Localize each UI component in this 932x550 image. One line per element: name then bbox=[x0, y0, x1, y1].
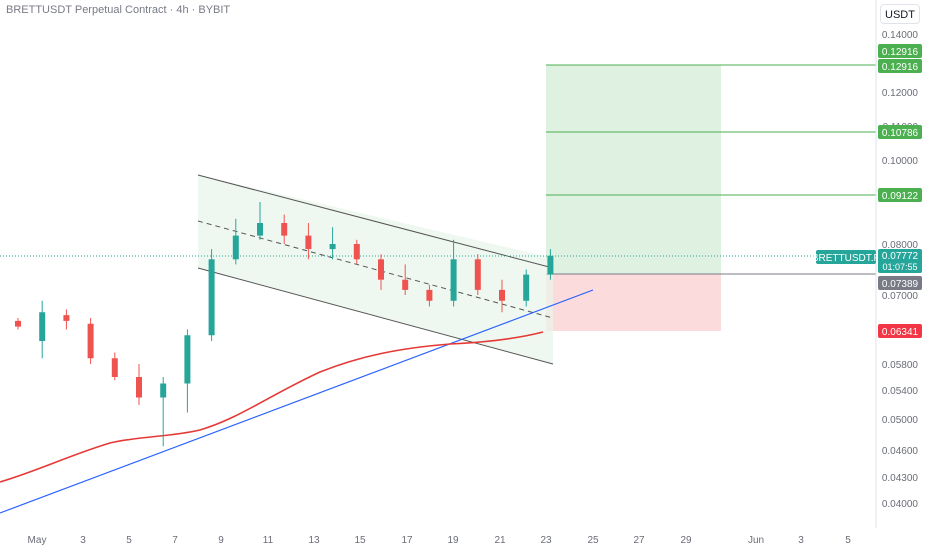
price-label-target: 0.10786 bbox=[878, 125, 922, 139]
x-tick-label: 23 bbox=[540, 535, 552, 546]
candle bbox=[426, 284, 433, 307]
candle bbox=[111, 352, 118, 381]
x-tick-label: 17 bbox=[401, 535, 413, 546]
channel-upper bbox=[197, 174, 554, 269]
candle bbox=[402, 264, 409, 295]
candle bbox=[378, 254, 384, 290]
x-tick-label: 3 bbox=[798, 535, 804, 546]
chart-title: BRETTUSDT Perpetual Contract · 4h · BYBI… bbox=[6, 4, 231, 16]
price-label-text: 0.09122 bbox=[882, 191, 919, 202]
candles-group bbox=[15, 202, 554, 447]
y-tick-label: 0.05400 bbox=[882, 386, 919, 397]
y-tick-label: 0.12000 bbox=[882, 88, 919, 99]
candle bbox=[547, 249, 554, 280]
y-tick-label: 0.05800 bbox=[882, 360, 919, 371]
channel-mid bbox=[197, 220, 554, 319]
candle bbox=[63, 309, 70, 330]
y-tick-label: 0.08000 bbox=[882, 240, 919, 251]
x-tick-label: 21 bbox=[494, 535, 506, 546]
candle bbox=[305, 223, 312, 260]
symbol-tag-bg bbox=[816, 250, 876, 264]
candle bbox=[136, 364, 142, 405]
x-tick-label: 27 bbox=[633, 535, 645, 546]
price-label-target: 0.12916 bbox=[878, 44, 922, 58]
candle bbox=[87, 318, 94, 364]
y-tick-label: 0.04300 bbox=[882, 473, 919, 484]
x-tick-label: 29 bbox=[680, 535, 692, 546]
candle bbox=[160, 377, 167, 447]
x-tick-label: 5 bbox=[126, 535, 132, 546]
price-label-text: 0.12916 bbox=[882, 62, 919, 73]
y-tick-label: 0.04000 bbox=[882, 499, 919, 510]
candle bbox=[353, 239, 360, 265]
x-tick-label: 5 bbox=[845, 535, 851, 546]
trendline bbox=[0, 289, 594, 514]
candle bbox=[329, 227, 336, 260]
candle bbox=[450, 239, 457, 307]
candle bbox=[208, 249, 215, 341]
last-price-bg bbox=[878, 249, 922, 273]
y-tick-label: 0.14000 bbox=[882, 30, 919, 41]
channel-lower bbox=[197, 267, 554, 365]
price-label-target: 0.12916 bbox=[878, 59, 922, 73]
x-tick-label: 25 bbox=[587, 535, 599, 546]
y-tick-label: 0.07000 bbox=[882, 291, 919, 302]
x-tick-label: 13 bbox=[308, 535, 320, 546]
candle bbox=[232, 218, 239, 265]
x-axis: May 3 5 7 9 11 13 15 17 19 21 23 25 27 29 Jun 3 5 bbox=[28, 535, 852, 546]
x-tick-label: 9 bbox=[218, 535, 224, 546]
x-tick-label: 11 bbox=[263, 535, 274, 546]
price-label-text: 0.10786 bbox=[882, 128, 919, 139]
candle bbox=[39, 300, 46, 359]
price-label-text: 0.07389 bbox=[882, 279, 919, 290]
profit-zone bbox=[546, 65, 721, 274]
y-tick-label: 0.10000 bbox=[882, 156, 919, 167]
candle bbox=[184, 329, 191, 413]
countdown-text: 01:07:55 bbox=[882, 262, 917, 272]
x-tick-label: 3 bbox=[80, 535, 86, 546]
candle bbox=[15, 318, 21, 330]
unit-button[interactable]: USDT bbox=[880, 4, 920, 24]
x-tick-label: Jun bbox=[748, 535, 764, 546]
x-tick-label: 19 bbox=[447, 535, 459, 546]
candle bbox=[281, 214, 288, 244]
x-tick-label: 7 bbox=[172, 535, 178, 546]
y-tick-label: 0.04600 bbox=[882, 446, 919, 457]
price-label-text: 0.12916 bbox=[882, 47, 919, 58]
price-labels: 0.12916 0.12916 0.10786 0.09122 0.07389 0.063… bbox=[878, 44, 922, 338]
x-tick-label: 15 bbox=[354, 535, 366, 546]
candle bbox=[523, 269, 530, 307]
last-price-text: 0.07772 bbox=[882, 251, 919, 262]
price-label-target: 0.09122 bbox=[878, 188, 922, 202]
candle bbox=[499, 279, 505, 313]
price-label-text: 0.06341 bbox=[882, 327, 919, 338]
x-tick-label: May bbox=[28, 535, 47, 546]
price-label-stop: 0.06341 bbox=[878, 324, 922, 338]
price-label-entry: 0.07389 bbox=[878, 276, 922, 290]
loss-zone bbox=[546, 274, 721, 331]
moving-average bbox=[0, 331, 544, 483]
candle bbox=[257, 202, 263, 240]
y-tick-label: 0.05000 bbox=[882, 415, 919, 426]
symbol-tag-text: BRETTUSDT.P bbox=[812, 253, 881, 264]
candle bbox=[474, 254, 481, 295]
